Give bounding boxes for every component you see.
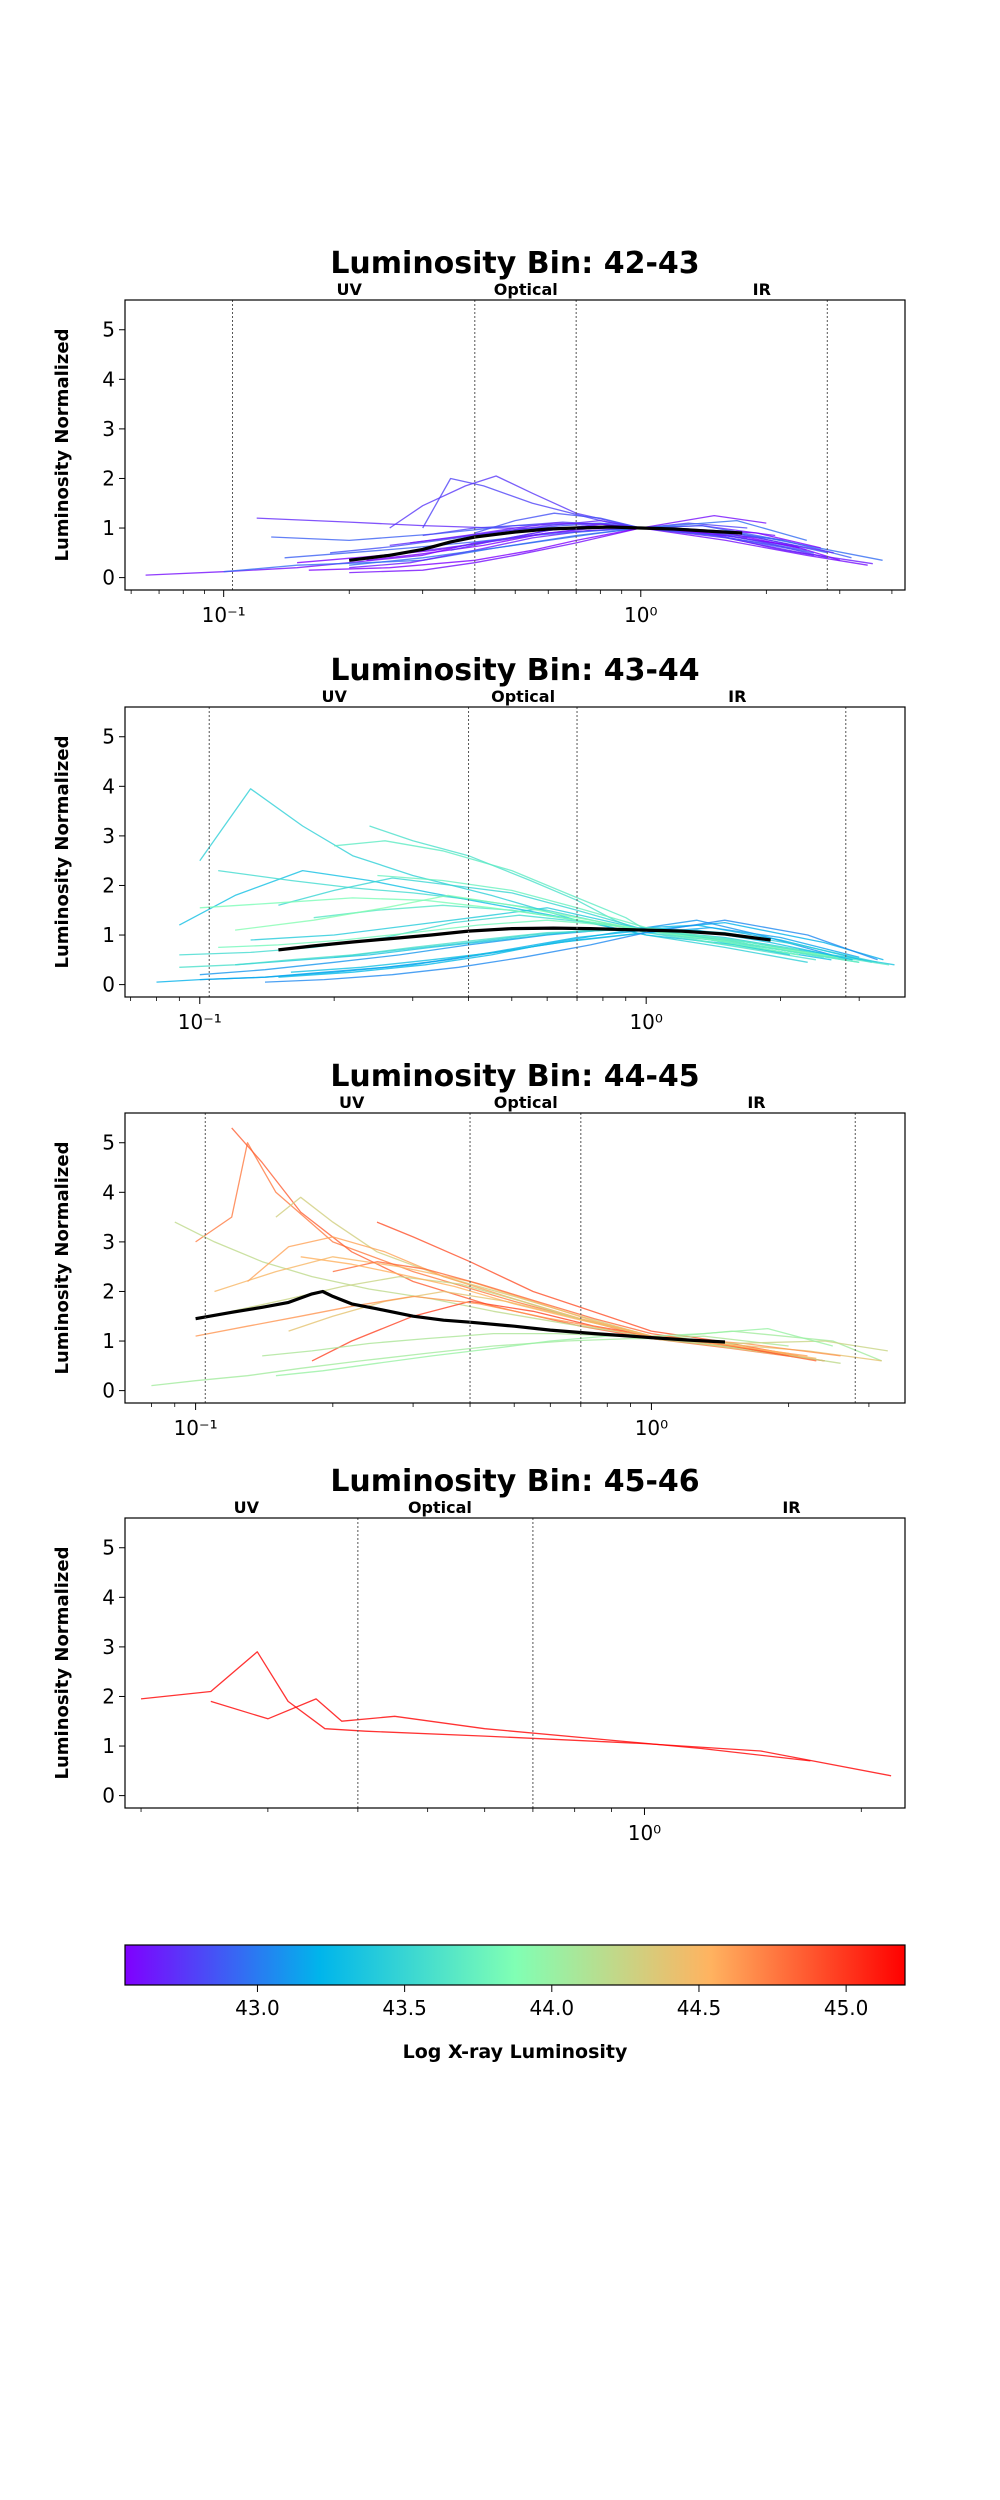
y-tick-label: 4 xyxy=(102,774,115,798)
colorbar: 43.0 43.5 44.0 44.5 45.0 Log X-ray Luminosity xyxy=(124,1944,906,2063)
y-tick-label: 3 xyxy=(102,1230,115,1254)
median-line xyxy=(278,926,771,952)
series-group xyxy=(140,1651,892,1777)
region-label-optical: Optical xyxy=(408,1498,472,1517)
region-label-optical: Optical xyxy=(494,1093,558,1112)
median-line xyxy=(195,1289,726,1344)
series-line xyxy=(195,1142,825,1362)
colorbar-tick-label: 45.0 xyxy=(824,1996,869,2020)
series-group xyxy=(145,475,883,576)
y-tick-label: 2 xyxy=(102,466,115,490)
series-line xyxy=(264,919,878,983)
y-tick-label: 2 xyxy=(102,1684,115,1708)
y-axis-label: Luminosity Normalized xyxy=(52,329,73,562)
y-tick-label: 3 xyxy=(102,824,115,848)
y-tick-label: 5 xyxy=(102,1131,115,1155)
region-label-ir: IR xyxy=(747,1093,765,1112)
axes-frame xyxy=(124,1517,906,1809)
colorbar-bar xyxy=(124,1944,906,1986)
y-tick-label: 3 xyxy=(102,1635,115,1659)
y-tick-label: 3 xyxy=(102,417,115,441)
series-line xyxy=(231,1127,825,1362)
region-label-uv: UV xyxy=(234,1498,260,1517)
series-line xyxy=(376,1221,799,1357)
series-line xyxy=(334,840,800,956)
colorbar-tick-label: 43.5 xyxy=(382,1996,427,2020)
series-line xyxy=(179,929,824,968)
x-tick-label: 10⁻¹ xyxy=(174,1416,218,1440)
y-tick-label: 0 xyxy=(102,973,115,997)
x-tick-label: 10⁻¹ xyxy=(178,1010,222,1034)
region-label-uv: UV xyxy=(339,1093,365,1112)
x-tick-label: 10⁰ xyxy=(635,1416,668,1440)
y-axis-label: Luminosity Normalized xyxy=(52,1547,73,1780)
region-label-optical: Optical xyxy=(494,280,558,299)
colorbar-tick-label: 44.0 xyxy=(530,1996,575,2020)
region-label-uv: UV xyxy=(337,280,363,299)
axes-frame xyxy=(124,1112,906,1404)
y-tick-label: 5 xyxy=(102,1536,115,1560)
series-line xyxy=(199,897,800,956)
y-tick-label: 1 xyxy=(102,516,115,540)
y-tick-label: 2 xyxy=(102,873,115,897)
series-line xyxy=(349,519,807,566)
region-label-uv: UV xyxy=(321,687,347,706)
y-tick-label: 0 xyxy=(102,1784,115,1808)
x-tick-label: 10⁰ xyxy=(628,1821,661,1845)
colorbar-label: Log X-ray Luminosity xyxy=(403,2041,628,2063)
axes-frame xyxy=(124,706,906,998)
y-tick-label: 0 xyxy=(102,1379,115,1403)
y-tick-label: 4 xyxy=(102,367,115,391)
series-line xyxy=(349,514,767,574)
y-tick-label: 1 xyxy=(102,1734,115,1758)
region-label-ir: IR xyxy=(782,1498,800,1517)
x-tick-label: 10⁰ xyxy=(629,1010,662,1034)
y-tick-label: 1 xyxy=(102,1329,115,1353)
colorbar-tick-label: 44.5 xyxy=(677,1996,722,2020)
x-tick-label: 10⁰ xyxy=(624,603,657,627)
y-tick-label: 0 xyxy=(102,566,115,590)
colorbar-tick-label: 43.0 xyxy=(235,1996,280,2020)
x-tick-label: 10⁻¹ xyxy=(202,603,246,627)
panel-4: Luminosity Bin: 45-46 UV Optical IR Luminosi… xyxy=(52,1464,906,1845)
series-line xyxy=(145,527,868,576)
y-tick-label: 4 xyxy=(102,1180,115,1204)
panel-title: Luminosity Bin: 43-44 xyxy=(330,653,699,688)
series-line xyxy=(210,1698,811,1762)
y-axis-label: Luminosity Normalized xyxy=(52,736,73,969)
series-line xyxy=(275,1327,833,1377)
region-label-optical: Optical xyxy=(491,687,555,706)
panel-title: Luminosity Bin: 45-46 xyxy=(330,1464,699,1499)
series-line xyxy=(151,1330,882,1387)
y-tick-label: 5 xyxy=(102,318,115,342)
region-label-ir: IR xyxy=(728,687,746,706)
series-line xyxy=(278,924,872,978)
y-tick-label: 4 xyxy=(102,1585,115,1609)
region-label-ir: IR xyxy=(753,280,771,299)
y-axis-label: Luminosity Normalized xyxy=(52,1142,73,1375)
median-line xyxy=(349,525,743,562)
series-group xyxy=(156,788,895,983)
series-line xyxy=(284,524,852,559)
series-line xyxy=(174,1221,841,1364)
panel-title: Luminosity Bin: 42-43 xyxy=(330,246,699,281)
y-tick-label: 1 xyxy=(102,923,115,947)
series-group xyxy=(151,1127,888,1387)
series-line xyxy=(377,874,860,963)
series-line xyxy=(140,1651,892,1777)
panel-title: Luminosity Bin: 44-45 xyxy=(330,1059,699,1094)
series-line xyxy=(410,522,873,565)
y-tick-label: 5 xyxy=(102,725,115,749)
y-tick-label: 2 xyxy=(102,1279,115,1303)
series-line xyxy=(474,512,815,554)
series-line xyxy=(369,825,817,961)
